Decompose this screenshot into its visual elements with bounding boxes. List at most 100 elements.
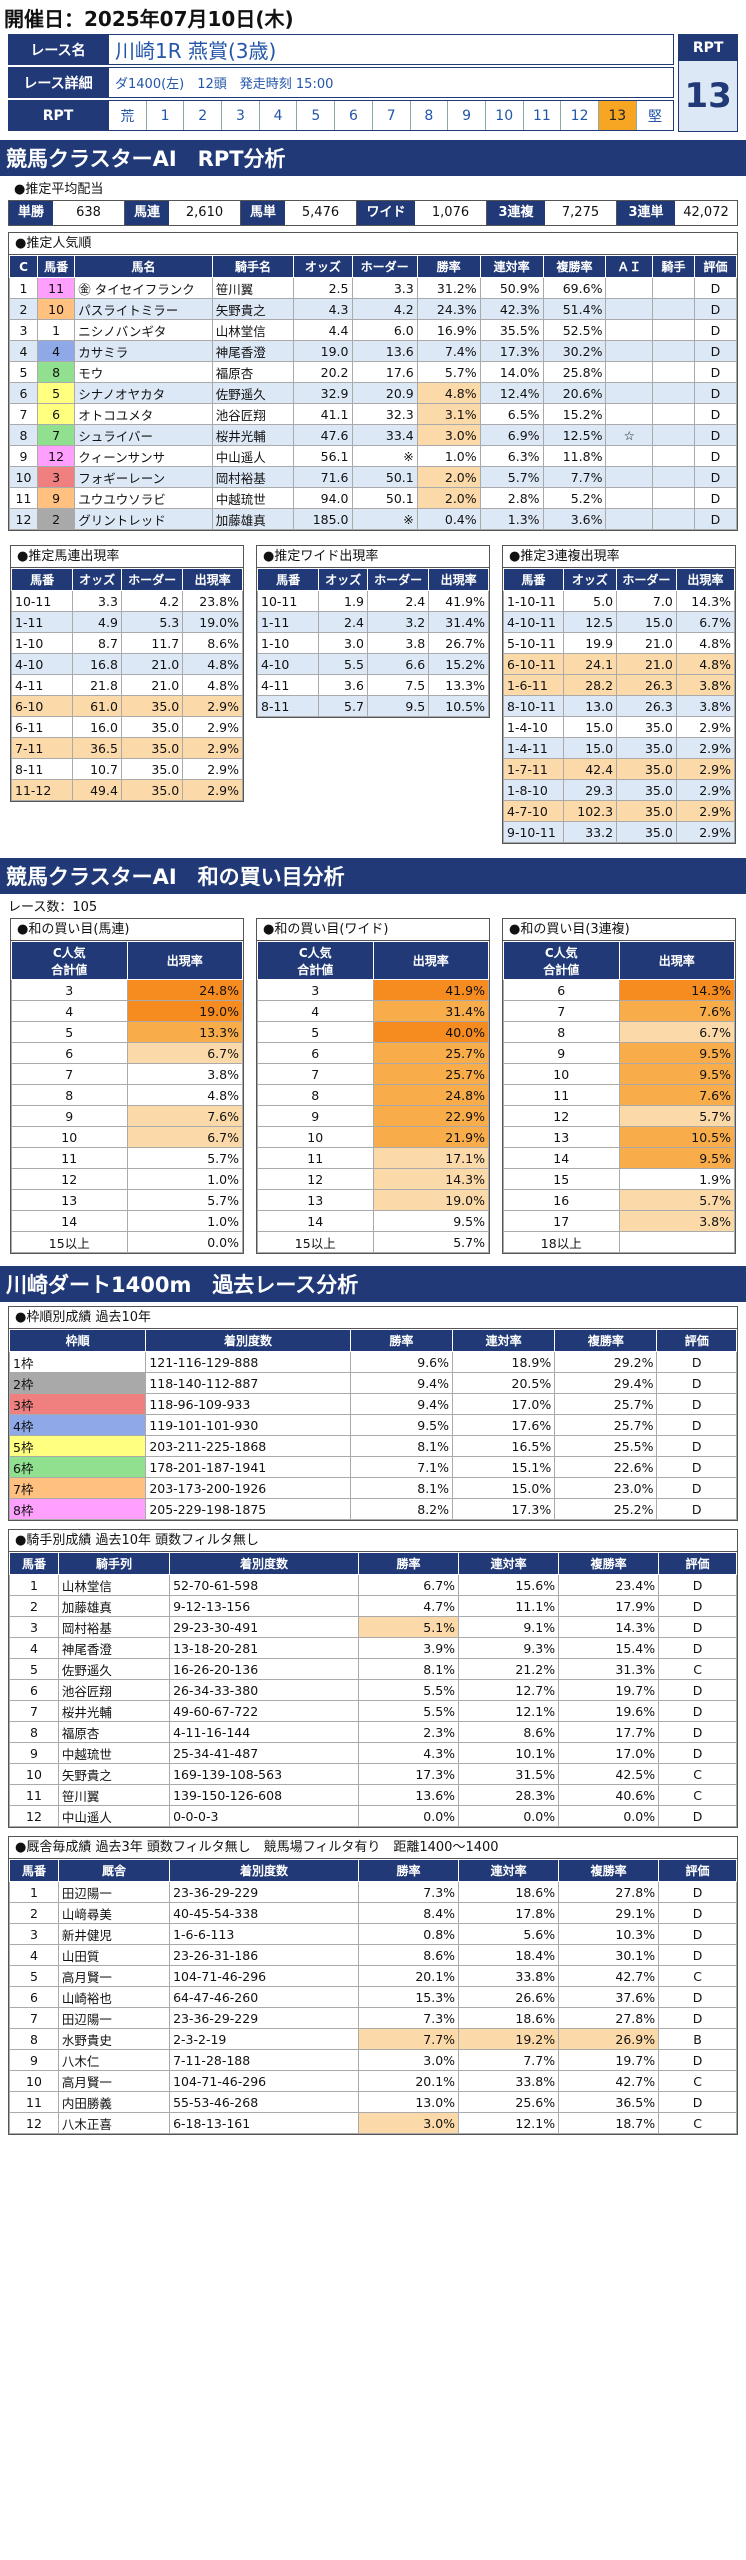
table-cell: D	[658, 2091, 737, 2113]
table-cell: 35.0	[616, 821, 677, 843]
table-cell: 0.0%	[458, 1805, 560, 1827]
table-cell: 11	[36, 277, 76, 299]
table-cell: 17.0%	[452, 1393, 556, 1415]
umaren-table: 馬番 オッズ ホーダー 出現率 10-11 3.3 4.2 23.8% 1-11 4.9 5.3 19…	[10, 568, 243, 801]
table-cell: D	[658, 1574, 737, 1596]
table-cell: 9.4%	[349, 1372, 454, 1394]
table-cell: 4	[9, 1637, 59, 1659]
table-cell: 7	[9, 1700, 59, 1722]
table-cell: 3.9%	[358, 1637, 460, 1659]
table-cell: 9.5	[366, 695, 430, 717]
column-header: C	[9, 255, 38, 278]
column-header: オッズ	[293, 255, 353, 278]
table-cell	[652, 424, 695, 446]
trio-title: ●推定3連複出現率	[503, 546, 735, 568]
table-cell: 119-101-101-930	[145, 1414, 351, 1436]
table-cell: 20.1%	[358, 1965, 460, 1987]
table-cell: D	[656, 1498, 737, 1520]
payout-value: 1,076	[415, 201, 487, 225]
table-cell: 6.3%	[479, 445, 544, 467]
table-cell: 169-139-108-563	[169, 1763, 360, 1785]
table-cell: ※	[351, 445, 418, 467]
column-header: 連対率	[458, 1859, 560, 1882]
table-cell: 3.8%	[618, 1210, 735, 1232]
table-cell: 2.9%	[675, 821, 736, 843]
table-cell: 6.9%	[479, 424, 544, 446]
table-cell: 9	[9, 445, 38, 467]
table-cell: 40-45-54-338	[169, 1902, 360, 1924]
table-cell: 31.5%	[458, 1763, 560, 1785]
column-header: 出現率	[675, 568, 736, 591]
table-row: 5 佐野遥久 16-26-20-136 8.1% 21.2% 31.3% C	[9, 1658, 737, 1680]
table-cell: 8枠	[8, 1498, 147, 1520]
column-header: オッズ	[72, 568, 122, 591]
table-cell: 24.8%	[372, 1084, 489, 1106]
table-cell: 40.0%	[372, 1021, 489, 1043]
table-cell: D	[658, 1721, 737, 1743]
table-cell: 5.5%	[358, 1679, 460, 1701]
table-cell: 4.8%	[675, 653, 736, 675]
umaren-box: ●推定馬連出現率 馬番 オッズ ホーダー 出現率 10-11 3.3 4.2 23.8% 1-11…	[10, 545, 244, 802]
table-cell: 八木正喜	[57, 2112, 171, 2134]
table-row: 10-11 3.3 4.2 23.8%	[10, 590, 243, 612]
table-header-row: 馬番 厩舎 着別度数 勝率 連対率 複勝率 評価	[9, 1859, 737, 1882]
table-cell: 13	[11, 1189, 128, 1211]
table-cell: 21.2%	[458, 1658, 560, 1680]
table-cell: 9.5%	[349, 1414, 454, 1436]
table-row: 6-10 61.0 35.0 2.9%	[10, 695, 243, 717]
table-cell: D	[656, 1351, 737, 1373]
table-cell: 7	[9, 403, 38, 425]
table-cell: 8	[503, 1021, 620, 1043]
table-cell: 178-201-187-1941	[145, 1456, 351, 1478]
table-cell: 35.0	[616, 779, 677, 801]
table-row: 5 高月賢一 104-71-46-296 20.1% 33.8% 42.7% C	[9, 1965, 737, 1987]
table-row: 15以上 5.7%	[257, 1231, 489, 1253]
sum-umaren-box: ●和の買い目(馬連) C人気 合計値 出現率 3 24.8% 4 19.0% 5 13.3% 6 6.…	[10, 918, 244, 1254]
race-header: レース名 川崎1R 燕賞(3歳) レース詳細 ダ1400(左) 12頭 発走時刻 1…	[8, 34, 738, 132]
table-cell: 30.2%	[542, 340, 607, 362]
table-cell: 2-3-2-19	[169, 2028, 360, 2050]
table-cell: 1-6-11	[503, 674, 564, 696]
table-cell: 5.7%	[372, 1231, 489, 1253]
table-cell: 9.4%	[349, 1393, 454, 1415]
table-cell: 10	[257, 1126, 374, 1148]
section-course-analysis-title: 川崎ダート1400m 過去レース分析	[0, 1266, 746, 1302]
table-cell: 47.6	[293, 424, 353, 446]
table-cell: 岡村裕基	[57, 1616, 171, 1638]
table-cell: 9	[9, 1742, 59, 1764]
table-cell: 12	[9, 1805, 59, 1827]
column-header: 評価	[658, 1552, 737, 1575]
table-header-row: C人気 合計値 出現率	[11, 941, 243, 980]
table-cell	[605, 487, 654, 509]
table-cell: 21.0	[120, 674, 184, 696]
table-cell	[605, 298, 654, 320]
table-cell: 49-60-67-722	[169, 1700, 360, 1722]
table-row: 7-11 36.5 35.0 2.9%	[10, 737, 243, 759]
table-cell: ☆	[605, 424, 654, 446]
table-cell: 5-10-11	[503, 632, 564, 654]
table-cell: 35.0	[120, 758, 184, 780]
table-cell: 26.6%	[458, 1986, 560, 2008]
table-cell: 0.4%	[416, 508, 481, 530]
table-cell: 12.4%	[479, 382, 544, 404]
table-cell: 20.1%	[358, 2070, 460, 2092]
table-cell: D	[693, 319, 738, 341]
table-cell: 4	[36, 340, 76, 362]
table-cell: 25.7%	[372, 1042, 489, 1064]
table-cell: 12.5%	[542, 424, 607, 446]
table-cell	[605, 361, 654, 383]
table-cell: 中山遥人	[211, 445, 295, 467]
table-row: 14 1.0%	[11, 1210, 243, 1232]
table-cell: 岡村裕基	[211, 466, 295, 488]
table-cell: 15	[503, 1168, 620, 1190]
column-header: 評価	[693, 255, 738, 278]
table-cell: 田辺陽一	[57, 1881, 171, 1903]
table-cell: 5.1%	[358, 1616, 460, 1638]
table-cell	[652, 340, 695, 362]
table-row: 10 矢野貴之 169-139-108-563 17.3% 31.5% 42.5% C	[9, 1763, 737, 1785]
jockey-table: 馬番 騎手列 着別度数 勝率 連対率 複勝率 評価 1 山林堂信 52-70-61-598 6.7%…	[9, 1552, 737, 1827]
table-cell: 笹川翼	[57, 1784, 171, 1806]
table-cell: 20.6%	[542, 382, 607, 404]
table-cell: 6.7%	[618, 1021, 735, 1043]
table-cell: 1.3%	[479, 508, 544, 530]
